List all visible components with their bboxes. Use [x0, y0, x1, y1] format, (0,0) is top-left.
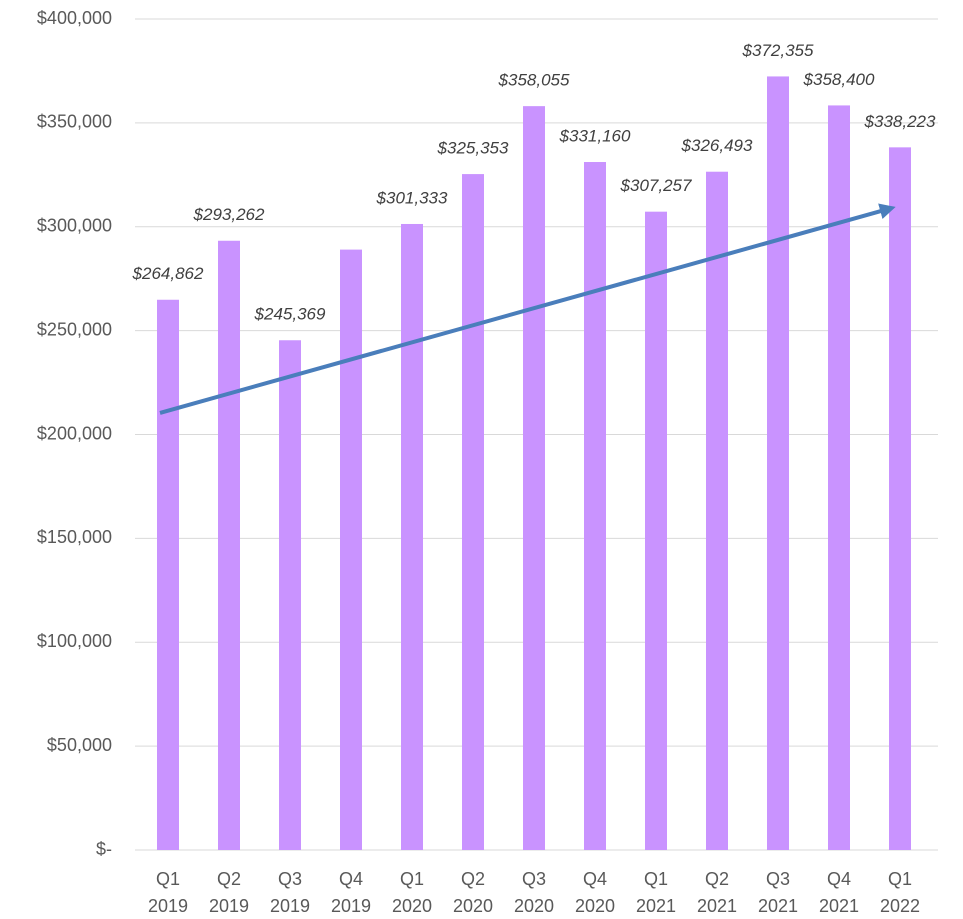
- y-tick-label: $250,000: [37, 319, 112, 339]
- bar: [462, 174, 484, 850]
- x-tick-label: Q3 2019: [270, 869, 310, 916]
- x-tick-label: Q1 2020: [392, 869, 432, 916]
- y-tick-label: $200,000: [37, 423, 112, 443]
- data-label: $301,333: [376, 188, 448, 207]
- bar: [584, 162, 606, 850]
- data-label: $331,160: [559, 126, 631, 145]
- x-tick-label: Q2 2019: [209, 869, 249, 916]
- x-tick-label: Q4 2020: [575, 869, 615, 916]
- bar: [340, 249, 362, 851]
- x-tick-label: Q4 2019: [331, 869, 371, 916]
- y-tick-label: $300,000: [37, 216, 112, 236]
- bar: [767, 76, 789, 850]
- data-label: $358,055: [498, 71, 570, 90]
- y-tick-label: $-: [96, 839, 112, 859]
- y-tick-label: $400,000: [37, 8, 112, 28]
- data-label: $325,353: [437, 139, 509, 158]
- y-tick-label: $50,000: [47, 735, 112, 755]
- data-label: $326,493: [681, 136, 753, 155]
- data-label: $307,257: [620, 176, 692, 195]
- bar: [706, 171, 728, 850]
- y-tick-label: $350,000: [37, 112, 112, 132]
- bar: [157, 299, 179, 850]
- x-tick-label: Q3 2021: [758, 869, 798, 916]
- bar: [889, 147, 911, 850]
- data-label: $264,862: [132, 264, 204, 283]
- data-label: $293,262: [193, 205, 265, 224]
- x-tick-label: Q3 2020: [514, 869, 554, 916]
- bar: [645, 211, 667, 850]
- x-tick-label: Q1 2019: [148, 869, 188, 916]
- y-tick-label: $150,000: [37, 527, 112, 547]
- y-tick-label: $100,000: [37, 631, 112, 651]
- x-tick-label: Q1 2021: [636, 869, 676, 916]
- bar: [218, 240, 240, 851]
- data-label: $245,369: [254, 305, 326, 324]
- x-tick-label: Q1 2022: [880, 869, 920, 916]
- bar: [828, 105, 850, 850]
- data-label: $338,223: [864, 112, 936, 131]
- x-tick-label: Q4 2021: [819, 869, 859, 916]
- x-tick-label: Q2 2020: [453, 869, 493, 916]
- data-label: $372,355: [742, 41, 814, 60]
- data-label: $358,400: [803, 70, 875, 89]
- bar: [401, 223, 423, 850]
- trend-arrow: [159, 203, 896, 415]
- bar: [523, 106, 545, 850]
- x-tick-label: Q2 2021: [697, 869, 737, 916]
- bar: [279, 340, 301, 850]
